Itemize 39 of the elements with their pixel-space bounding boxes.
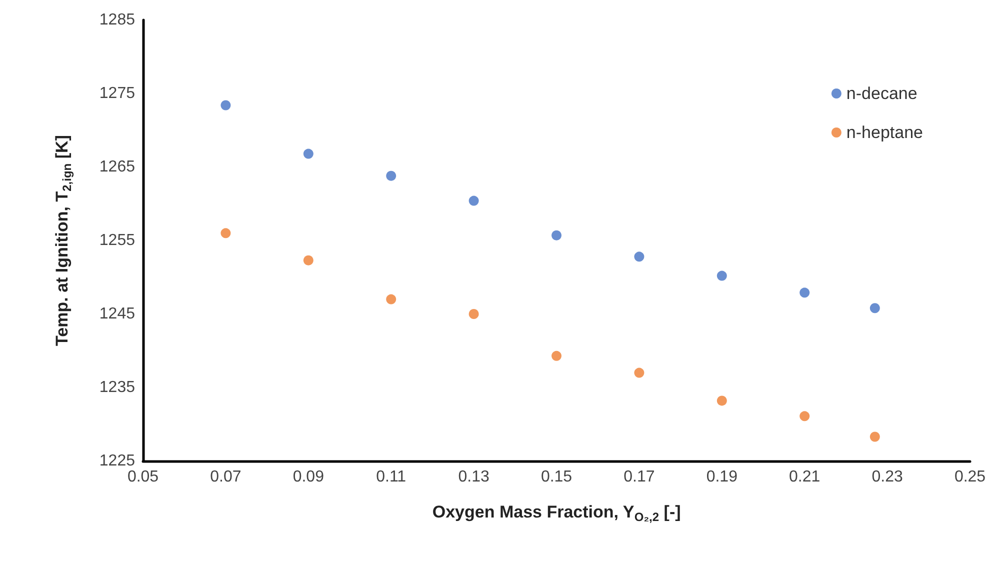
y-tick-label: 1245 bbox=[99, 306, 136, 322]
point bbox=[303, 148, 314, 159]
y-tick-label: 1275 bbox=[99, 85, 136, 102]
x-tick-label: 0.21 bbox=[789, 468, 820, 486]
y-tick-label: 1235 bbox=[99, 379, 136, 396]
point bbox=[468, 196, 479, 206]
x-tick-label: 0.15 bbox=[540, 468, 572, 486]
y-tick-label: 1225 bbox=[99, 452, 136, 470]
point bbox=[634, 368, 644, 378]
point bbox=[870, 303, 880, 314]
x-tick-label: 0.13 bbox=[458, 468, 490, 486]
point bbox=[552, 350, 562, 361]
legend-label: n-decane bbox=[846, 84, 918, 103]
point bbox=[716, 396, 727, 406]
x-tick-label: 0.23 bbox=[872, 468, 903, 486]
point bbox=[634, 252, 644, 262]
y-tick-label: 1265 bbox=[99, 158, 136, 176]
point bbox=[468, 309, 479, 319]
x-tick-label: 0.17 bbox=[624, 468, 655, 486]
x-tick-label: 0.09 bbox=[292, 468, 324, 486]
y-tick-label: 1255 bbox=[99, 232, 136, 249]
point bbox=[220, 100, 231, 110]
x-tick-label: 0.05 bbox=[127, 468, 159, 486]
point bbox=[303, 255, 314, 266]
point bbox=[220, 228, 231, 238]
point bbox=[870, 432, 880, 442]
x-tick-label: 0.11 bbox=[376, 468, 406, 486]
y-axis-title: Temp. at Ignition, T2,ign [K] bbox=[52, 135, 74, 346]
x-tick-label: 0.07 bbox=[210, 468, 242, 486]
x-tick-label: 0.19 bbox=[706, 468, 738, 486]
point bbox=[386, 294, 396, 304]
point bbox=[716, 270, 727, 281]
point bbox=[800, 411, 810, 422]
point bbox=[800, 288, 810, 298]
point bbox=[386, 170, 396, 181]
x-tick-label: 0.25 bbox=[954, 468, 986, 486]
y-tick-label: 1285 bbox=[99, 12, 136, 28]
point bbox=[552, 230, 562, 240]
legend-label: n-heptane bbox=[846, 123, 924, 142]
